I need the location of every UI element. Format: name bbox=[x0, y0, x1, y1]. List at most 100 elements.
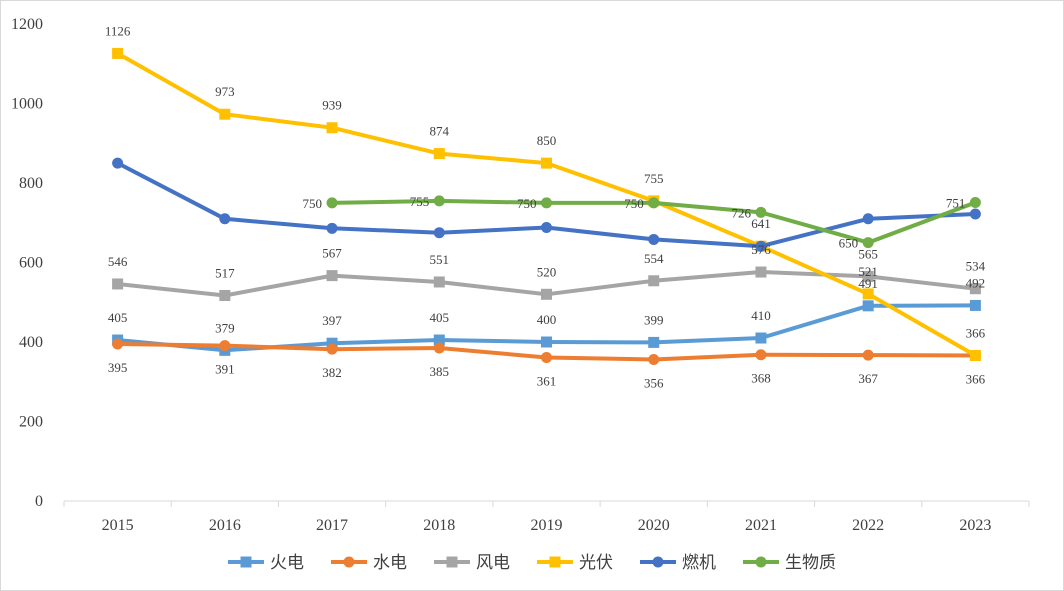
series-0-point bbox=[541, 336, 552, 348]
series-4-point bbox=[755, 240, 767, 252]
series-3-point bbox=[326, 122, 338, 134]
series-1-point bbox=[541, 352, 552, 364]
legend-label: 光伏 bbox=[579, 553, 613, 573]
series-2-point bbox=[326, 270, 338, 282]
data-label: 491 bbox=[858, 276, 878, 291]
legend-label: 燃机 bbox=[682, 553, 716, 573]
data-label: 755 bbox=[410, 194, 430, 209]
series-4 bbox=[112, 157, 981, 252]
data-label: 400 bbox=[537, 312, 557, 327]
data-label: 492 bbox=[966, 275, 986, 290]
data-label: 750 bbox=[517, 196, 537, 211]
data-label: 367 bbox=[858, 371, 878, 386]
legend-label: 风电 bbox=[476, 553, 510, 573]
data-label: 1126 bbox=[105, 23, 131, 38]
legend-item: 火电 bbox=[228, 553, 304, 573]
series-0-point bbox=[862, 300, 874, 312]
data-label: 520 bbox=[537, 264, 557, 279]
legend-label: 火电 bbox=[270, 553, 304, 573]
data-label: 939 bbox=[322, 98, 342, 113]
series-0-point bbox=[969, 299, 981, 311]
data-label: 368 bbox=[751, 371, 771, 386]
data-label: 874 bbox=[430, 124, 450, 139]
data-label: 576 bbox=[751, 242, 771, 257]
data-label: 546 bbox=[108, 254, 128, 269]
legend-item: 燃机 bbox=[640, 553, 716, 573]
series-4-point bbox=[541, 222, 552, 234]
legend-item: 生物质 bbox=[743, 553, 836, 573]
data-label: 565 bbox=[858, 246, 878, 261]
data-label: 391 bbox=[215, 362, 235, 377]
y-tick-label: 200 bbox=[19, 414, 43, 431]
series-5-point bbox=[755, 206, 767, 218]
series-2-point bbox=[433, 276, 445, 288]
series-4-point bbox=[433, 227, 445, 239]
data-label: 726 bbox=[731, 205, 751, 220]
series-5-point bbox=[969, 196, 981, 208]
data-label: 534 bbox=[966, 259, 986, 274]
series-3-point bbox=[112, 47, 124, 59]
x-tick-label: 2019 bbox=[531, 517, 563, 534]
series-2-point bbox=[648, 275, 660, 287]
series-3-point bbox=[969, 350, 981, 362]
series-4-point bbox=[112, 157, 124, 169]
data-labels: 405 379 397 405 400 399 410 491 492 395 391 382 385 3… bbox=[105, 23, 986, 390]
series-1-point bbox=[219, 340, 231, 352]
series-2-point bbox=[541, 288, 552, 300]
series-3-point bbox=[862, 288, 874, 300]
series-4-point bbox=[648, 233, 660, 245]
data-label: 397 bbox=[322, 313, 342, 328]
data-label: 379 bbox=[215, 320, 235, 335]
series-2-point bbox=[112, 278, 124, 290]
series-5-point bbox=[433, 195, 445, 207]
y-tick-label: 1200 bbox=[11, 16, 43, 33]
legend-swatch-marker bbox=[240, 556, 252, 568]
series-4-point bbox=[219, 213, 231, 225]
data-label: 366 bbox=[966, 372, 986, 387]
x-tick-label: 2016 bbox=[209, 517, 241, 534]
y-tick-label: 400 bbox=[19, 334, 43, 351]
legend-label: 水电 bbox=[373, 553, 407, 573]
x-tick-label: 2021 bbox=[745, 517, 777, 534]
axes bbox=[63, 500, 1030, 507]
data-label: 755 bbox=[644, 171, 664, 186]
legend-label: 生物质 bbox=[785, 553, 836, 573]
series-0-point bbox=[648, 336, 660, 348]
legend: 火电 水电 风电 光伏 燃机 生物质 bbox=[228, 553, 836, 573]
data-label: 641 bbox=[751, 216, 771, 231]
data-label: 361 bbox=[537, 374, 557, 389]
series-3-point bbox=[541, 157, 552, 169]
series-1-point bbox=[112, 338, 124, 350]
series-3-point bbox=[433, 148, 445, 160]
series-2-point bbox=[862, 270, 874, 282]
series-1-point bbox=[755, 349, 767, 361]
data-label: 554 bbox=[644, 251, 664, 266]
legend-item: 水电 bbox=[331, 553, 407, 573]
legend-swatch-marker bbox=[446, 556, 458, 568]
series-4-point bbox=[969, 208, 981, 220]
data-label: 410 bbox=[751, 308, 771, 323]
x-tick-label: 2017 bbox=[316, 517, 348, 534]
data-label: 551 bbox=[430, 252, 450, 267]
x-tick-label: 2022 bbox=[852, 517, 884, 534]
series-5 bbox=[326, 195, 981, 249]
legend-swatch-marker bbox=[652, 556, 664, 568]
series-1-point bbox=[326, 343, 338, 355]
series-0-point bbox=[326, 337, 338, 349]
series-4-point bbox=[862, 213, 874, 225]
data-label: 399 bbox=[644, 312, 664, 327]
series-5-point bbox=[326, 197, 338, 209]
series-4-point bbox=[326, 222, 338, 234]
series-0-point bbox=[755, 332, 767, 344]
legend-item: 风电 bbox=[434, 553, 510, 573]
series-5-point bbox=[862, 237, 874, 249]
series-1-point bbox=[648, 353, 660, 365]
y-tick-label: 600 bbox=[19, 255, 43, 272]
data-label: 405 bbox=[430, 310, 450, 325]
data-label: 973 bbox=[215, 84, 235, 99]
series-5-point bbox=[541, 197, 552, 209]
series-2-point bbox=[219, 289, 231, 301]
data-label: 751 bbox=[946, 195, 966, 210]
